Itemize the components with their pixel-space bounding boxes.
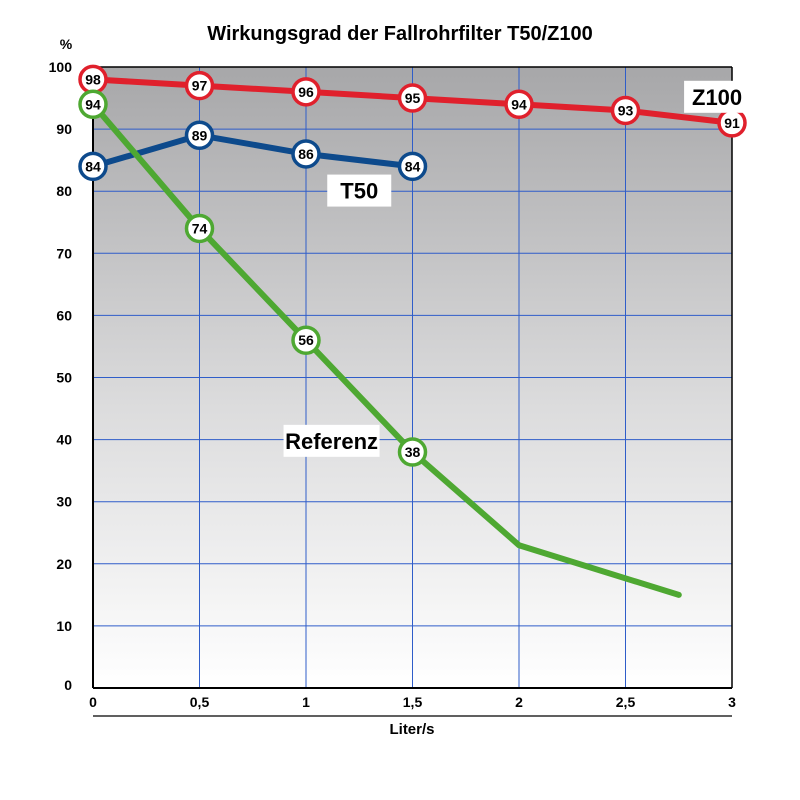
data-point-label: 84	[405, 158, 421, 174]
y-tick-label: 20	[56, 556, 72, 572]
series-label-box	[283, 424, 380, 457]
data-point-label: 94	[511, 96, 527, 112]
data-point-marker	[397, 83, 428, 113]
y-tick-label: 80	[56, 183, 72, 199]
data-point-marker	[610, 95, 641, 126]
data-point-marker	[184, 120, 215, 151]
y-tick-label: 60	[56, 307, 72, 323]
data-point-label: 96	[298, 84, 314, 100]
data-point-marker	[78, 89, 108, 120]
data-point-marker	[397, 437, 428, 467]
data-point-marker	[291, 139, 321, 169]
data-point-label: 95	[405, 90, 421, 106]
x-axis-label: Liter/s	[389, 721, 434, 738]
data-point-label: 91	[724, 115, 740, 131]
markers: 98 97 96 95 94 93 91 84 89 86 84 94 74 56 38	[78, 64, 747, 467]
y-tick-label: 30	[56, 494, 72, 510]
y-tick-label: 70	[56, 245, 72, 261]
data-point-label: 98	[85, 71, 101, 87]
data-point-label: 89	[192, 127, 208, 143]
axes	[92, 66, 733, 689]
data-point-marker	[291, 77, 321, 107]
series-labels: Z100 T50 Referenz	[283, 80, 751, 457]
data-point-marker	[504, 89, 534, 120]
series-label: Referenz	[285, 429, 378, 454]
y-tick-label: 0	[64, 677, 72, 693]
data-point-label: 38	[405, 444, 421, 460]
x-tick-label: 2	[515, 694, 523, 710]
data-point-marker	[184, 70, 215, 101]
data-point-label: 56	[298, 332, 314, 348]
y-tick-label: 100	[49, 59, 73, 75]
y-tick-label: 90	[56, 121, 72, 137]
y-axis-unit: %	[60, 36, 73, 52]
y-tick-label: 50	[56, 370, 72, 386]
data-point-label: 84	[85, 158, 101, 174]
series-label-box	[684, 80, 751, 113]
data-point-label: 94	[85, 96, 101, 112]
x-tick-label: 1	[302, 694, 310, 710]
x-tick-label: 2,5	[616, 694, 636, 710]
x-tick-label: 0,5	[190, 694, 210, 710]
series-label: T50	[340, 179, 378, 204]
data-point-label: 93	[618, 102, 634, 118]
data-point-label: 86	[298, 146, 314, 162]
series-line-referenz	[90, 101, 682, 598]
data-point-marker	[291, 325, 321, 355]
data-point-label: 74	[192, 220, 208, 236]
data-point-marker	[397, 151, 428, 182]
data-point-marker	[184, 213, 215, 244]
x-tick-label: 0	[89, 694, 97, 710]
y-tick-label: 40	[56, 432, 72, 448]
y-tick-label: 10	[56, 618, 72, 634]
x-tick-label: 1,5	[403, 694, 423, 710]
series-label: Z100	[692, 85, 742, 110]
x-tick-label: 3	[728, 694, 736, 710]
data-point-marker	[78, 151, 108, 182]
series-label-box	[327, 174, 392, 207]
series-line-t50	[90, 132, 416, 170]
data-point-label: 97	[192, 78, 208, 94]
chart-title: Wirkungsgrad der Fallrohrfilter T50/Z100	[207, 23, 592, 45]
